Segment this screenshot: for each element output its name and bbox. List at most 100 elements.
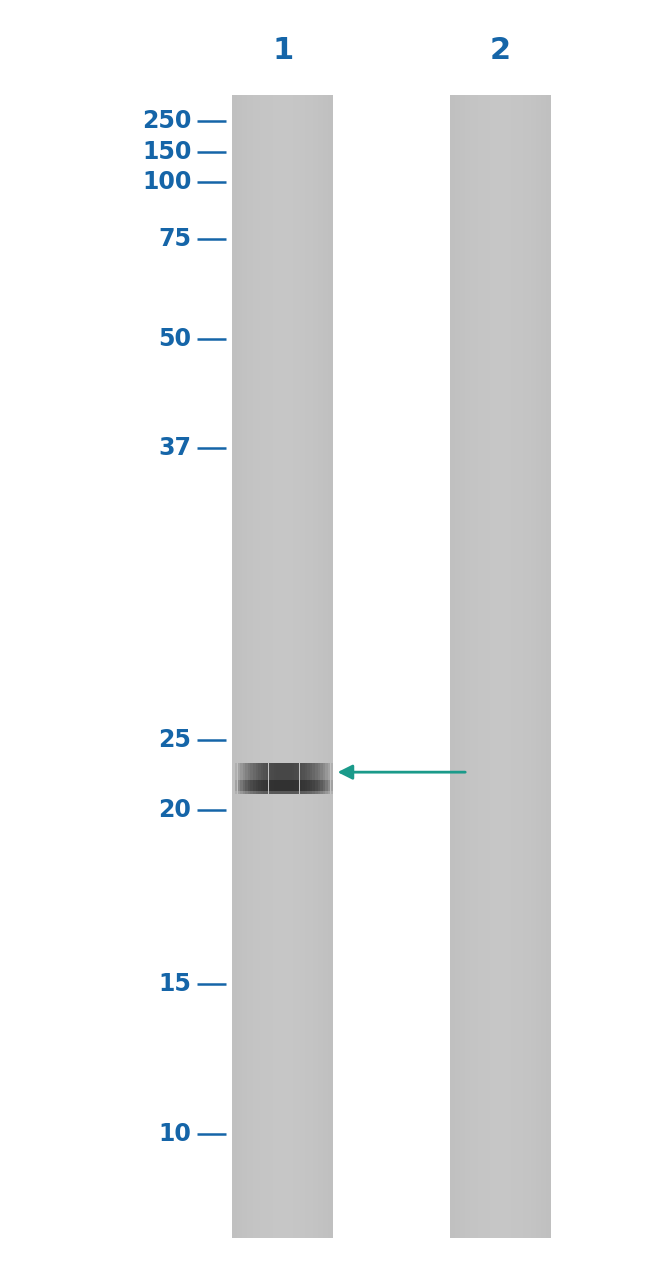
Text: 15: 15 [159, 973, 191, 996]
Bar [263, 95, 265, 1238]
Bar [260, 95, 263, 1238]
Bar [297, 763, 300, 791]
Bar [250, 763, 253, 791]
Bar [287, 780, 289, 794]
Bar [279, 763, 281, 791]
Bar [300, 95, 303, 1238]
Bar [268, 95, 270, 1238]
Bar [292, 95, 295, 1238]
Bar [288, 95, 291, 1238]
Bar [233, 95, 235, 1238]
Bar [533, 95, 536, 1238]
Bar [281, 763, 284, 791]
Bar [276, 763, 279, 791]
Bar [323, 763, 325, 791]
Bar [253, 763, 255, 791]
Bar [242, 95, 245, 1238]
Bar [536, 95, 538, 1238]
Bar [240, 780, 242, 794]
Bar [300, 780, 302, 794]
Bar [258, 763, 261, 791]
Bar [320, 780, 323, 794]
Text: 25: 25 [159, 729, 191, 752]
Bar [305, 763, 307, 791]
Text: 150: 150 [142, 141, 191, 164]
Bar [315, 780, 318, 794]
Text: 37: 37 [159, 437, 191, 460]
Bar [274, 763, 276, 791]
Bar [543, 95, 546, 1238]
Bar [294, 763, 297, 791]
Bar [237, 95, 240, 1238]
Bar [263, 780, 266, 794]
Bar [471, 95, 473, 1238]
Bar [450, 95, 452, 1238]
Bar [460, 95, 463, 1238]
Bar [257, 95, 260, 1238]
Bar [292, 763, 294, 791]
Bar [268, 763, 271, 791]
Bar [250, 780, 253, 794]
Bar [320, 763, 323, 791]
Bar [526, 95, 528, 1238]
Bar [287, 763, 289, 791]
Bar [326, 780, 328, 794]
Bar [268, 780, 271, 794]
Bar [331, 780, 333, 794]
Bar [541, 95, 543, 1238]
Bar [315, 763, 318, 791]
Bar [295, 95, 298, 1238]
Bar [258, 780, 261, 794]
Bar [273, 95, 275, 1238]
Bar [530, 95, 533, 1238]
Bar [328, 95, 331, 1238]
Bar [248, 95, 250, 1238]
Text: 250: 250 [142, 109, 191, 132]
Bar [508, 95, 511, 1238]
Bar [473, 95, 475, 1238]
Bar [311, 95, 313, 1238]
Bar [463, 95, 465, 1238]
Bar [302, 780, 305, 794]
Bar [465, 95, 468, 1238]
Text: 1: 1 [272, 37, 293, 65]
Bar [475, 95, 478, 1238]
Bar [240, 95, 242, 1238]
Bar [326, 95, 328, 1238]
Bar [498, 95, 501, 1238]
Bar [280, 95, 283, 1238]
Bar [478, 95, 480, 1238]
Bar [313, 95, 315, 1238]
Bar [458, 95, 460, 1238]
Bar [318, 763, 320, 791]
Bar [255, 763, 258, 791]
Bar [245, 95, 248, 1238]
Bar [274, 780, 276, 794]
Bar [305, 780, 307, 794]
Bar [500, 95, 503, 1238]
Bar [263, 763, 266, 791]
Bar [237, 780, 240, 794]
Bar [326, 763, 328, 791]
Bar [315, 95, 318, 1238]
Bar [538, 95, 541, 1238]
Bar [284, 780, 287, 794]
Text: 20: 20 [159, 799, 191, 822]
Bar [248, 780, 250, 794]
Bar [266, 763, 268, 791]
Bar [283, 95, 285, 1238]
Bar [455, 95, 458, 1238]
Bar [248, 763, 250, 791]
Bar [506, 95, 508, 1238]
Bar [271, 780, 274, 794]
Bar [235, 763, 237, 791]
Bar [528, 95, 530, 1238]
Bar [266, 780, 268, 794]
Bar [518, 95, 521, 1238]
Bar [308, 95, 311, 1238]
Bar [493, 95, 495, 1238]
Bar [242, 780, 245, 794]
Bar [278, 95, 280, 1238]
Bar [323, 95, 326, 1238]
Bar [252, 95, 255, 1238]
